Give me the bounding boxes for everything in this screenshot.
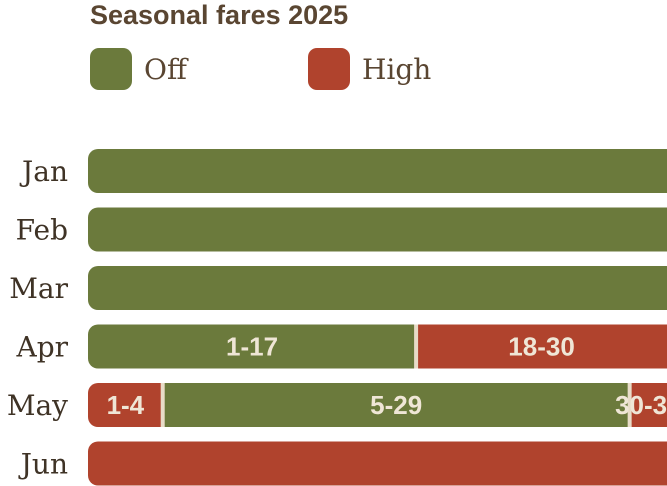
- month-label-jan: Jan: [19, 155, 68, 188]
- bar-segment-high: [629, 383, 667, 427]
- legend-swatch-off: [90, 48, 132, 90]
- segment-label: 1-17: [226, 332, 278, 362]
- month-bar-may: [88, 383, 667, 427]
- month-bar-mar: [88, 266, 667, 310]
- legend-item-high: High: [308, 48, 431, 90]
- month-label-feb: Feb: [16, 214, 68, 247]
- chart-title: Seasonal fares 2025: [90, 0, 349, 30]
- bar-segment-off: [88, 324, 417, 369]
- legend-swatch-high: [308, 48, 350, 90]
- bar-segment-high: [416, 324, 667, 369]
- segment-divider: [414, 324, 419, 369]
- bar-segment-off: [162, 383, 630, 427]
- month-bar-feb: [88, 207, 667, 252]
- month-bar-apr: [88, 324, 667, 369]
- segment-label: 30-31: [615, 390, 667, 420]
- segment-label: 18-30: [508, 332, 575, 362]
- legend-label-high: High: [362, 52, 432, 86]
- month-label-jun: Jun: [18, 448, 68, 481]
- segment-label: 1-4: [107, 390, 145, 420]
- month-label-may: May: [7, 389, 68, 422]
- legend-label-off: Off: [144, 52, 187, 86]
- bar-segment-off: [88, 149, 667, 193]
- bar-segment-high: [88, 441, 667, 486]
- bar-segment-off: [88, 266, 667, 310]
- month-label-mar: Mar: [9, 272, 68, 305]
- month-bar-jan: [88, 149, 667, 193]
- bar-segment-high: [88, 383, 163, 427]
- month-label-apr: Apr: [15, 331, 68, 364]
- segment-divider: [627, 383, 632, 427]
- month-bar-jun: [88, 441, 667, 486]
- segment-label: 5-29: [370, 390, 422, 420]
- segment-divider: [160, 383, 165, 427]
- legend-item-off: Off: [90, 48, 187, 90]
- bar-segment-off: [88, 207, 667, 252]
